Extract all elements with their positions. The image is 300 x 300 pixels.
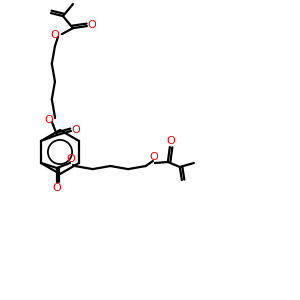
Text: O: O	[72, 125, 80, 135]
Text: O: O	[52, 183, 61, 193]
Text: O: O	[167, 136, 175, 146]
Text: O: O	[88, 20, 96, 30]
Text: O: O	[51, 30, 59, 40]
Text: O: O	[149, 152, 158, 162]
Text: O: O	[45, 115, 53, 125]
Text: O: O	[67, 154, 75, 164]
